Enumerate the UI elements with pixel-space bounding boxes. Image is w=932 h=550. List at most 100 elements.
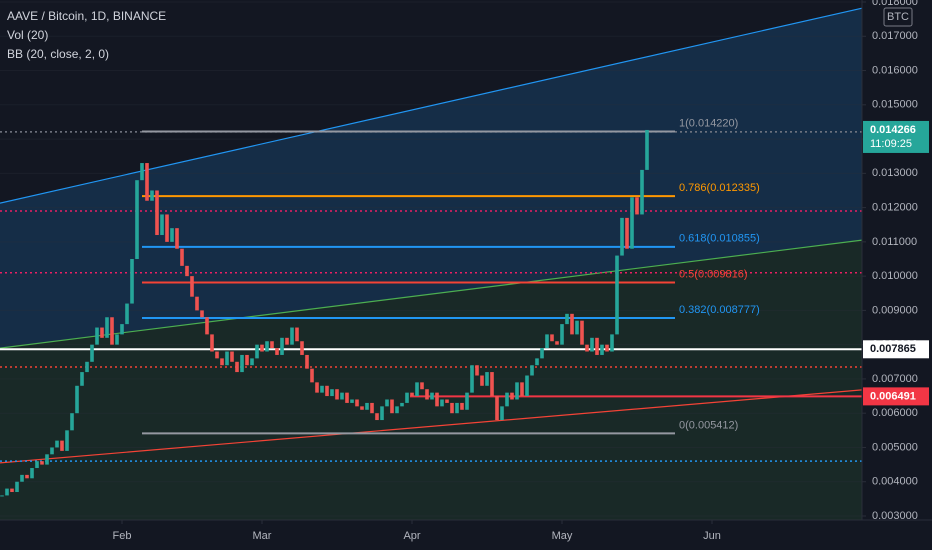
candle (130, 259, 134, 304)
candle (110, 317, 114, 345)
candle (295, 327, 299, 342)
countdown: 11:09:25 (870, 138, 912, 150)
candle (515, 382, 519, 400)
candle (135, 180, 139, 259)
candle (80, 372, 84, 386)
candle (225, 351, 229, 366)
candle (305, 354, 309, 369)
candle (10, 488, 14, 493)
candle (95, 327, 99, 345)
candle (330, 389, 334, 397)
candle (430, 392, 434, 400)
candle (90, 344, 94, 362)
candle (15, 481, 19, 493)
candle (190, 276, 194, 297)
candle (290, 327, 294, 345)
candle (475, 365, 479, 376)
candle (530, 365, 534, 376)
candle (250, 358, 254, 366)
x-tick-label: Jun (703, 530, 721, 542)
candle (215, 351, 219, 359)
candle (170, 228, 174, 242)
y-tick-label: 0.015000 (872, 99, 918, 111)
y-tick-label: 0.004000 (872, 476, 918, 488)
candle (490, 372, 494, 397)
candle (65, 430, 69, 451)
candle (355, 399, 359, 407)
candle (360, 406, 364, 410)
candle (400, 402, 404, 407)
candle (185, 265, 189, 277)
y-tick-label: 0.005000 (872, 441, 918, 453)
candle (405, 392, 409, 403)
price-label: 0.014266 (870, 124, 916, 136)
candle (125, 303, 129, 325)
candle (585, 344, 589, 352)
candle (510, 392, 514, 400)
candle (75, 385, 79, 414)
candle (605, 344, 609, 352)
trendline (0, 239, 863, 349)
currency-box[interactable] (883, 7, 913, 27)
candle (310, 368, 314, 383)
candle (500, 406, 504, 421)
fib-label: 0.382(0.008777) (679, 304, 760, 316)
candle (100, 327, 104, 338)
candle (580, 320, 584, 345)
candle (25, 474, 29, 479)
candle (255, 344, 259, 359)
indicator-label: Vol (20) (7, 28, 48, 42)
channel-fill (0, 240, 862, 521)
candle (105, 317, 109, 338)
candle (60, 440, 64, 451)
price-label-box (863, 387, 929, 406)
candle (220, 358, 224, 366)
candle (565, 313, 569, 325)
candle (145, 163, 149, 201)
candle (455, 402, 459, 414)
currency: BTC (887, 11, 909, 23)
candle (115, 334, 119, 345)
candle (375, 413, 379, 421)
candle (180, 248, 184, 266)
y-tick-label: 0.012000 (872, 202, 918, 214)
y-tick-label: 0.003000 (872, 510, 918, 522)
candle (245, 354, 249, 366)
candle (450, 402, 454, 414)
candle (590, 337, 594, 352)
candle (460, 402, 464, 410)
candle (265, 341, 269, 352)
plot-area: 1(0.014220) 0.786(0.012335) 0.618(0.010855… (0, 1, 863, 521)
candle (155, 190, 159, 236)
candle (420, 382, 424, 390)
price-label: 0.007865 (870, 343, 916, 355)
indicator-label: BB (20, close, 2, 0) (7, 47, 109, 61)
chart-title: AAVE / Bitcoin, 1D, BINANCE (7, 9, 166, 23)
candle (335, 389, 339, 400)
candle (0, 495, 4, 497)
trendline (0, 389, 863, 464)
y-tick-label: 0.016000 (872, 64, 918, 76)
y-tick-label: 0.013000 (872, 167, 918, 179)
candle (365, 402, 369, 410)
candle (85, 361, 89, 373)
candle (205, 317, 209, 335)
candle (485, 372, 489, 386)
candle (160, 214, 164, 236)
candle (275, 348, 279, 355)
candle (70, 413, 74, 431)
candle (595, 337, 599, 355)
price-label: 0.006491 (870, 390, 916, 402)
candle (270, 341, 274, 349)
x-tick-label: Mar (253, 530, 272, 542)
candle (260, 344, 264, 352)
axes: 0.003000 0.004000 0.005000 0.006000 0.007000… (113, 0, 929, 542)
candle (645, 129, 649, 170)
candle (470, 365, 474, 393)
candle (425, 389, 429, 400)
candle (625, 217, 629, 249)
candle (340, 392, 344, 400)
candle (620, 217, 624, 256)
candle (495, 396, 499, 421)
